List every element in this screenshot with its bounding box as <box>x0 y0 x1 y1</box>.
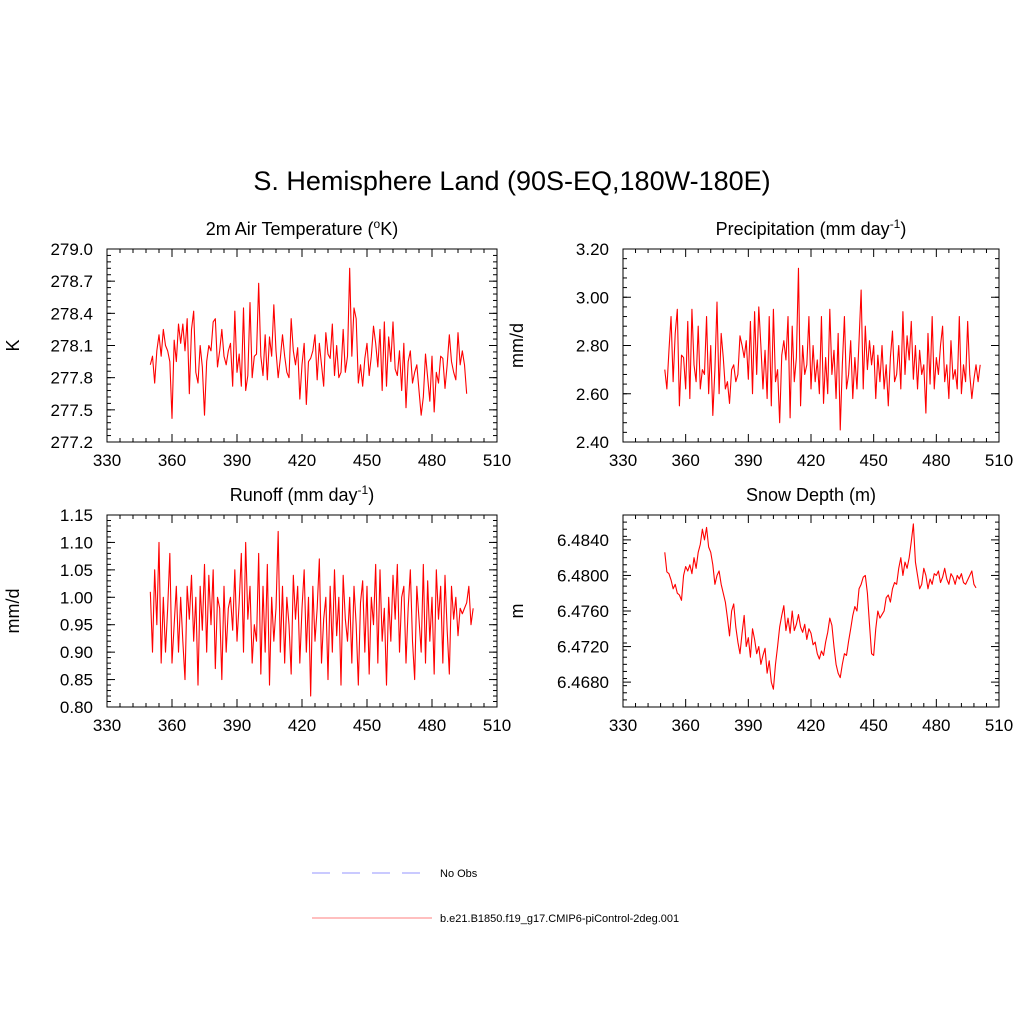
y-tick-label: 6.4680 <box>557 673 609 692</box>
main-title: S. Hemisphere Land (90S-EQ,180W-180E) <box>253 166 771 196</box>
x-tick-label: 510 <box>985 716 1013 735</box>
panel-precipitation: 330 360 390 420 450 480 510 2.40 2.60 2.80 3.00 3.2… <box>507 217 1013 470</box>
y-tick-label: 277.8 <box>50 369 93 388</box>
plot-frame <box>622 248 1000 443</box>
x-tick-label: 330 <box>609 716 637 735</box>
panel-title: 2m Air Temperature (oK) <box>206 217 398 239</box>
y-tick-label: 6.4760 <box>557 602 609 621</box>
y-tick-label: 6.4720 <box>557 638 609 657</box>
y-tick-label: 0.80 <box>60 698 93 717</box>
y-tick-label: 278.4 <box>50 304 93 323</box>
y-axis-label: mm/d <box>3 589 23 634</box>
data-series-line <box>664 523 977 690</box>
x-tick-label: 390 <box>734 716 762 735</box>
panel-title: Runoff (mm day-1) <box>230 483 374 505</box>
y-tick-label: 278.1 <box>50 337 93 356</box>
y-tick-label: 6.4800 <box>557 566 609 585</box>
x-tick-label: 330 <box>609 451 637 470</box>
y-tick-label: 0.85 <box>60 671 93 690</box>
y-tick-label: 0.90 <box>60 643 93 662</box>
y-tick-label: 6.4840 <box>557 531 609 550</box>
panel-runoff: 330 360 390 420 450 480 510 0.80 0.85 0.90 0.95 1.0… <box>3 483 511 735</box>
x-tick-label: 420 <box>797 716 825 735</box>
x-tick-label: 390 <box>734 451 762 470</box>
y-tick-label: 278.7 <box>50 272 93 291</box>
y-tick-label: 1.10 <box>60 533 93 552</box>
x-tick-label: 420 <box>288 451 316 470</box>
x-tick-label: 360 <box>158 716 186 735</box>
x-tick-label: 450 <box>353 716 381 735</box>
y-tick-label: 3.20 <box>576 240 609 259</box>
legend: No Obs b.e21.B1850.f19_g17.CMIP6-piContr… <box>312 868 679 925</box>
data-series-line <box>149 530 474 697</box>
x-tick-label: 480 <box>922 716 950 735</box>
panel-title: Snow Depth (m) <box>746 485 876 505</box>
x-tick-label: 390 <box>223 716 251 735</box>
x-tick-label: 390 <box>223 451 251 470</box>
x-tick-label: 510 <box>483 451 511 470</box>
panel-air-temperature: 330 360 390 420 450 480 510 277.2 277.5 277.8 278.… <box>3 217 511 470</box>
x-tick-label: 510 <box>483 716 511 735</box>
x-tick-label: 360 <box>671 451 699 470</box>
y-tick-label: 279.0 <box>50 240 93 259</box>
y-tick-label: 2.60 <box>576 385 609 404</box>
x-tick-label: 420 <box>288 716 316 735</box>
data-series-line <box>664 267 981 431</box>
x-tick-label: 420 <box>797 451 825 470</box>
y-tick-label: 277.2 <box>50 433 93 452</box>
y-tick-label: 2.80 <box>576 337 609 356</box>
plot-frame <box>622 514 1000 708</box>
x-tick-label: 360 <box>671 716 699 735</box>
x-tick-label: 330 <box>93 451 121 470</box>
x-tick-label: 360 <box>158 451 186 470</box>
panel-snow-depth: 330 360 390 420 450 480 510 6.4680 6.4720 6.4760 6… <box>507 485 1013 735</box>
x-tick-label: 510 <box>985 451 1013 470</box>
panel-title: Precipitation (mm day-1) <box>716 217 907 239</box>
x-tick-label: 450 <box>859 716 887 735</box>
x-tick-label: 480 <box>922 451 950 470</box>
y-axis-label: m <box>507 604 527 619</box>
x-tick-label: 450 <box>353 451 381 470</box>
legend-no-obs-label: No Obs <box>440 868 478 880</box>
y-tick-label: 0.95 <box>60 616 93 635</box>
y-tick-label: 3.00 <box>576 288 609 307</box>
x-tick-label: 480 <box>418 716 446 735</box>
y-tick-label: 277.5 <box>50 401 93 420</box>
y-tick-label: 1.00 <box>60 588 93 607</box>
y-tick-label: 1.15 <box>60 506 93 525</box>
data-series-line <box>149 267 468 419</box>
x-tick-label: 450 <box>859 451 887 470</box>
y-tick-label: 1.05 <box>60 561 93 580</box>
y-tick-label: 2.40 <box>576 433 609 452</box>
y-axis-label: mm/d <box>507 323 527 368</box>
legend-model-label: b.e21.B1850.f19_g17.CMIP6-piControl-2deg… <box>440 913 679 925</box>
x-tick-label: 480 <box>418 451 446 470</box>
y-axis-label: K <box>3 339 23 351</box>
x-tick-label: 330 <box>93 716 121 735</box>
